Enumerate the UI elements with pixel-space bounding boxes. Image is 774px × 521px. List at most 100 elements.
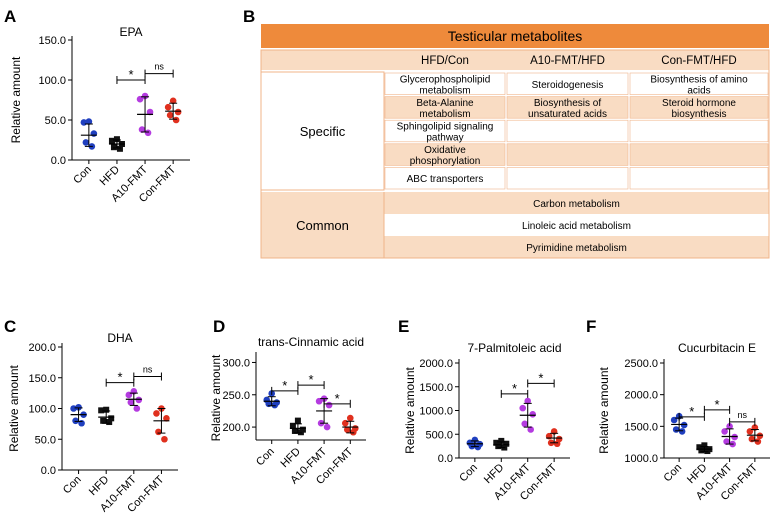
data-point: [90, 130, 98, 137]
x-tick-label: HFD: [87, 474, 112, 499]
y-tick-label: 1000.0: [419, 406, 453, 418]
y-tick-label: 0.0: [438, 453, 453, 465]
row-label-common: Common: [296, 218, 349, 233]
y-tick-label: 50.0: [35, 434, 56, 446]
data-point: [519, 404, 527, 412]
data-point: [80, 119, 88, 126]
series-a10-fmt: [519, 397, 537, 433]
data-point: [161, 435, 168, 443]
data-point: [529, 411, 537, 418]
data-point: [294, 417, 301, 424]
data-point: [471, 436, 479, 444]
table-cell: [384, 72, 506, 95]
significance-label: *: [117, 370, 122, 385]
significance-label: *: [512, 381, 517, 396]
data-point: [726, 423, 733, 430]
table-cell: [629, 72, 769, 95]
series-hfd: [493, 437, 510, 451]
x-tick-label: Con: [457, 462, 480, 485]
table-border: [260, 49, 770, 259]
data-point: [754, 438, 762, 445]
data-point: [113, 136, 120, 143]
data-point: [141, 92, 149, 100]
series-a10-fmt: [125, 387, 143, 412]
data-point: [108, 415, 115, 422]
chart-title: EPA: [119, 25, 142, 39]
series-a10-fmt: [721, 423, 738, 448]
data-point: [704, 448, 711, 455]
data-point: [315, 397, 323, 405]
y-tick-label: 150.0: [28, 373, 56, 385]
chart-c: DHA Relative amount 0.0 50.0 100.0 150.0 200.0…: [7, 331, 178, 515]
y-tick-label: 0.0: [41, 465, 56, 477]
table-column-header: Con-FMT/HFD: [661, 55, 736, 67]
y-tick-label: 500.0: [425, 429, 453, 441]
y-tick-label: 100.0: [28, 404, 56, 416]
data-point: [85, 118, 93, 125]
table-cell: [506, 72, 629, 95]
data-point: [680, 421, 688, 429]
x-tick-label: Con: [254, 446, 277, 469]
table-cell: [506, 119, 629, 143]
data-point: [289, 422, 296, 429]
y-tick-label: 2000.0: [419, 358, 453, 370]
y-axis-label: Relative amount: [209, 354, 223, 441]
data-point: [163, 415, 170, 422]
data-point: [82, 139, 90, 146]
metabolites-table: Testicular metabolites HFD/Con A10-FMT/HFD…: [260, 24, 770, 259]
data-point: [521, 420, 529, 428]
data-point: [493, 439, 500, 446]
x-tick-label: Con: [71, 164, 94, 187]
panel-label-c: C: [4, 317, 16, 336]
data-point: [346, 414, 354, 422]
data-point: [98, 407, 105, 414]
table-cell-text: Oxidative phosphorylation: [410, 145, 481, 167]
table-cell-line: acids: [687, 85, 710, 96]
data-point: [701, 442, 708, 449]
table-cell: [384, 167, 506, 190]
significance-label: *: [714, 397, 719, 412]
table-cell-text: Biosynthesis of unsaturated acids: [528, 98, 607, 120]
table-cell-line: Glycerophospholipid: [400, 74, 491, 85]
series-con: [80, 118, 98, 150]
data-point: [166, 111, 174, 119]
table-cell-line: ABC transporters: [407, 174, 484, 185]
significance-label: *: [128, 67, 133, 82]
panel-label-f: F: [586, 317, 596, 336]
series-con: [263, 390, 281, 409]
data-point: [155, 428, 162, 436]
common-pathway: Carbon metabolism: [533, 199, 620, 210]
data-point: [696, 444, 703, 451]
data-point: [174, 108, 182, 116]
data-point: [678, 428, 686, 435]
series-con-fmt: [341, 414, 359, 436]
table-cell-text: Glycerophospholipid metabolism: [400, 74, 491, 96]
y-tick-label: 50.0: [45, 115, 66, 127]
data-point: [110, 144, 117, 151]
series-hfd: [696, 442, 713, 455]
table-cell-line: metabolism: [419, 109, 470, 120]
panel-label-b: B: [243, 7, 255, 26]
data-point: [756, 432, 764, 440]
series-con-fmt: [153, 405, 170, 443]
series-a10-fmt: [315, 395, 333, 431]
data-point: [136, 95, 144, 103]
significance-label: ns: [737, 410, 747, 420]
table-title: Testicular metabolites: [448, 28, 583, 44]
significance-label: *: [689, 404, 694, 419]
y-axis-label: Relative amount: [403, 366, 417, 453]
significance-label: ns: [143, 365, 153, 375]
y-tick-label: 0.0: [51, 155, 66, 167]
y-axis-label: Relative amount: [9, 56, 23, 143]
x-tick-label: Con: [662, 462, 685, 485]
table-cell-line: Steroidogenesis: [532, 80, 604, 91]
table-cell-line: unsaturated acids: [528, 109, 607, 120]
data-point: [291, 427, 298, 434]
table-cell: [506, 143, 629, 166]
common-pathway: Pyrimidine metabolism: [526, 243, 627, 254]
row-label-specific: Specific: [300, 124, 346, 139]
data-point: [135, 396, 143, 404]
data-point: [723, 438, 730, 445]
series-con: [70, 403, 87, 427]
